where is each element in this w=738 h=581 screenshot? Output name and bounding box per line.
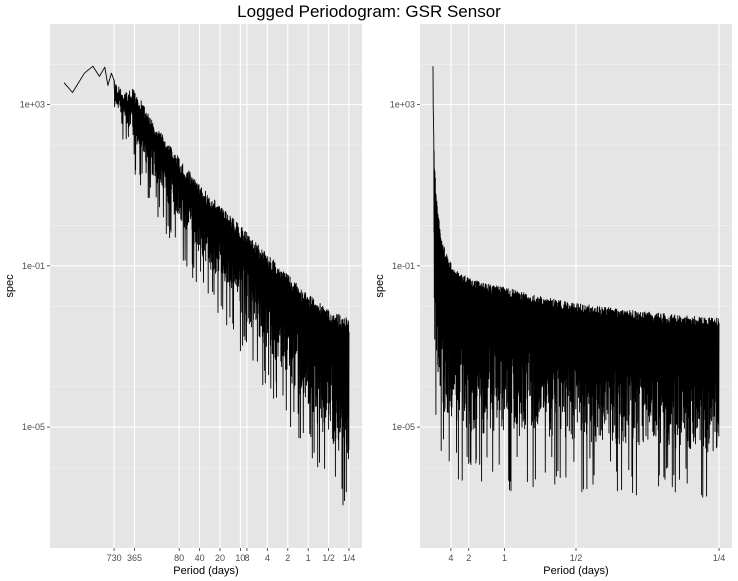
x-tick-label: 4	[265, 553, 270, 563]
y-tick-label: 1e-05	[22, 422, 45, 432]
x-tick-label: 20	[215, 553, 225, 563]
x-tick-label: 1	[306, 553, 311, 563]
x-axis-title: Period (days)	[543, 565, 608, 577]
x-tick-label: 2	[285, 553, 290, 563]
x-tick-label: 1/2	[322, 553, 335, 563]
x-tick-label: 1/4	[343, 553, 356, 563]
x-tick-label: 40	[195, 553, 205, 563]
y-tick-label: 1e+03	[390, 100, 415, 110]
y-tick-label: 1e+03	[20, 100, 45, 110]
y-axis-title: spec	[374, 274, 386, 298]
chart-title: Logged Periodogram: GSR Sensor	[237, 2, 501, 21]
y-axis-title: spec	[4, 274, 16, 298]
x-tick-label: 730	[107, 553, 122, 563]
y-tick-label: 1e-01	[22, 261, 45, 271]
x-axis-title: Period (days)	[173, 565, 238, 577]
x-tick-label: 1/2	[570, 553, 583, 563]
x-tick-label: 10	[235, 553, 245, 563]
x-tick-label: 1	[502, 553, 507, 563]
x-tick-label: 80	[174, 553, 184, 563]
y-tick-label: 1e-01	[392, 261, 415, 271]
x-tick-label: 4	[448, 553, 453, 563]
y-tick-label: 1e-05	[392, 422, 415, 432]
x-tick-label: 365	[127, 553, 142, 563]
x-tick-label: 8	[244, 553, 249, 563]
x-tick-label: 2	[466, 553, 471, 563]
periodogram-line	[63, 65, 350, 506]
x-tick-label: 1/4	[713, 553, 726, 563]
periodogram-line	[432, 66, 720, 498]
plot-panel	[50, 24, 362, 548]
